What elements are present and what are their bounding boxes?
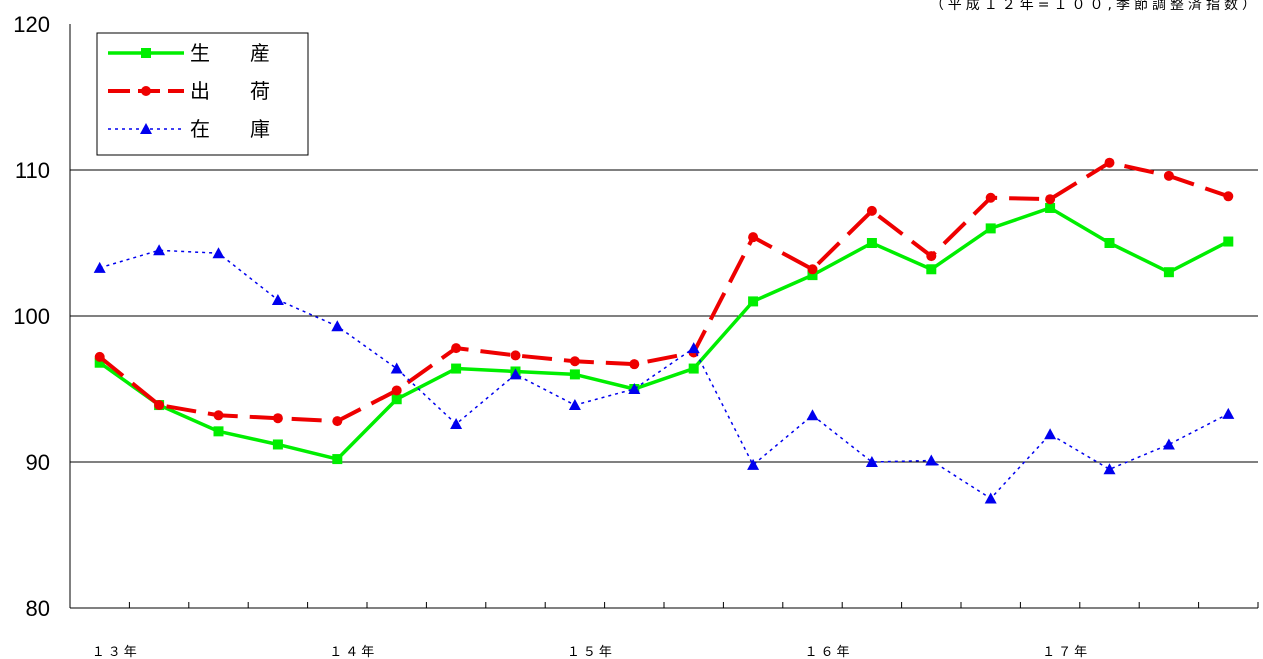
data-point — [1222, 407, 1235, 419]
data-point — [450, 418, 463, 430]
data-point — [154, 400, 165, 411]
data-point — [926, 251, 937, 262]
data-point — [748, 296, 759, 307]
data-point — [1045, 194, 1056, 205]
legend-label: 在 庫 — [190, 117, 270, 141]
data-point — [1103, 463, 1116, 475]
data-point — [332, 416, 343, 427]
data-point — [213, 410, 224, 421]
legend: 生 産出 荷在 庫 — [96, 32, 309, 156]
legend-marker — [141, 86, 151, 96]
data-point — [451, 363, 462, 374]
data-point — [390, 362, 403, 374]
data-point — [213, 426, 224, 437]
data-point — [1163, 170, 1174, 181]
data-point — [569, 369, 580, 380]
series-line — [99, 249, 1229, 500]
x-tick-label: １７年 — [1042, 645, 1090, 659]
axes — [69, 24, 1259, 609]
data-point — [391, 394, 402, 405]
data-point — [865, 456, 878, 467]
data-point — [509, 368, 522, 380]
data-point — [1223, 236, 1234, 247]
y-tick-label: 100 — [13, 304, 50, 329]
data-point — [94, 351, 105, 362]
data-point — [1045, 202, 1056, 213]
data-point — [271, 293, 284, 305]
data-point — [985, 223, 996, 234]
data-point — [1162, 438, 1175, 450]
y-tick-label: 80 — [26, 596, 50, 621]
data-point — [1163, 267, 1174, 278]
data-point — [629, 359, 640, 370]
series-layer — [93, 157, 1235, 504]
data-point — [568, 399, 581, 411]
data-point — [94, 357, 105, 368]
data-point — [1044, 428, 1057, 440]
data-point — [93, 261, 106, 273]
x-tick-label: １４年 — [329, 645, 377, 659]
data-point — [807, 264, 818, 275]
x-tick-label: １５年 — [567, 645, 615, 659]
data-point — [747, 458, 760, 470]
y-axis-ticks: 80 90 100 110 120 — [13, 12, 50, 621]
data-point — [272, 413, 283, 424]
legend-label: 出 荷 — [190, 79, 270, 103]
y-tick-label: 110 — [15, 158, 50, 183]
y-tick-label: 120 — [13, 12, 50, 37]
data-point — [866, 205, 877, 216]
y-tick-label: 90 — [26, 450, 50, 475]
data-point — [1223, 191, 1234, 202]
data-point — [926, 264, 937, 275]
series-line — [98, 206, 1230, 461]
data-point — [272, 439, 283, 450]
series-1 — [94, 157, 1234, 427]
legend-marker — [140, 123, 152, 134]
data-point — [748, 232, 759, 243]
data-point — [1104, 157, 1115, 168]
chart-note: （平成１２年=１００,季節調整済指数） — [930, 0, 1260, 13]
data-point — [925, 454, 938, 466]
series-2 — [93, 244, 1235, 504]
legend-items: 生 産出 荷在 庫 — [108, 41, 270, 141]
data-point — [331, 320, 344, 332]
data-point — [391, 385, 402, 396]
data-point — [985, 192, 996, 203]
data-point — [153, 244, 166, 256]
data-point — [1104, 238, 1115, 248]
data-point — [628, 383, 641, 394]
x-tick-label: １３年 — [92, 645, 140, 659]
legend-marker — [141, 48, 151, 58]
data-point — [866, 238, 877, 248]
data-point — [806, 409, 819, 421]
x-axis-ticks: １３年 １４年 １５年 １６年 １７年 — [92, 645, 1090, 659]
x-tick-label: １６年 — [805, 645, 853, 659]
data-point — [212, 247, 225, 259]
data-point — [688, 363, 699, 374]
series-line — [98, 160, 1229, 424]
legend-label: 生 産 — [190, 41, 270, 65]
data-point — [332, 454, 343, 465]
series-0 — [94, 202, 1234, 465]
gridlines — [70, 169, 1258, 463]
data-point — [687, 342, 700, 354]
data-point — [569, 356, 580, 367]
data-point — [451, 343, 462, 354]
data-point — [510, 350, 521, 361]
data-point — [807, 270, 818, 281]
data-point — [984, 492, 997, 504]
